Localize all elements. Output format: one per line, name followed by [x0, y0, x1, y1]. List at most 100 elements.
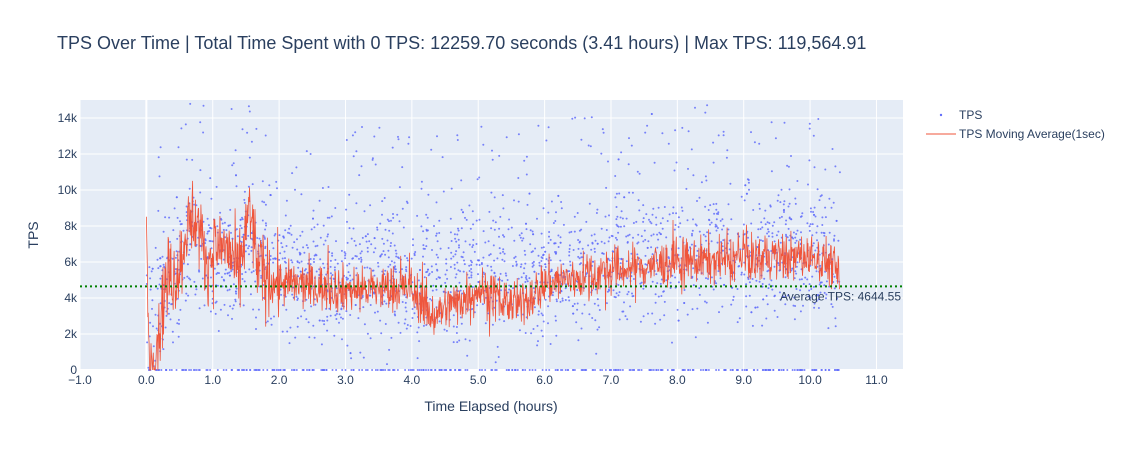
tps-point — [605, 186, 608, 189]
tps-point — [651, 280, 654, 283]
legend-label-moving-average: TPS Moving Average(1sec) — [959, 127, 1105, 141]
tps-point — [252, 270, 255, 273]
tps-point — [759, 239, 762, 242]
tps-point — [369, 204, 372, 207]
tps-point — [352, 227, 355, 230]
tps-point — [298, 261, 301, 264]
tps-point — [471, 246, 474, 248]
tps-point — [263, 201, 266, 204]
tps-point — [818, 199, 821, 202]
tps-point — [766, 221, 769, 224]
tps-point — [792, 231, 795, 234]
tps-point — [564, 369, 567, 371]
tps-point — [431, 271, 434, 273]
tps-point — [824, 369, 827, 371]
tps-point — [599, 369, 602, 371]
tps-point — [452, 255, 455, 258]
tps-point — [258, 237, 261, 240]
tps-point — [736, 321, 739, 324]
tps-point — [642, 287, 645, 290]
tps-point — [456, 341, 459, 344]
tps-point — [813, 166, 816, 169]
tps-point — [502, 248, 505, 251]
tps-point — [823, 234, 826, 237]
tps-point — [559, 300, 562, 303]
tps-point — [305, 150, 308, 153]
tps-point — [283, 369, 286, 371]
tps-point — [833, 239, 835, 242]
tps-point — [565, 283, 567, 286]
tps-point — [515, 260, 518, 263]
tps-point — [364, 235, 367, 238]
tps-point — [475, 243, 478, 245]
tps-point — [512, 287, 515, 290]
tps-point — [412, 369, 415, 371]
tps-point — [231, 307, 234, 310]
tps-point — [232, 283, 235, 286]
tps-point — [798, 369, 801, 371]
tps-point — [642, 220, 645, 223]
tps-point — [583, 117, 586, 120]
tps-point — [728, 248, 731, 251]
tps-point — [795, 233, 798, 235]
tps-point — [156, 258, 159, 261]
tps-point — [758, 142, 761, 145]
tps-point — [808, 283, 811, 286]
tps-point — [793, 277, 796, 280]
tps-point — [392, 213, 394, 215]
tps-point — [716, 241, 719, 244]
tps-point — [363, 210, 366, 213]
tps-point — [778, 216, 781, 219]
tps-point — [607, 160, 609, 163]
tps-point — [497, 278, 500, 281]
tps-point — [365, 369, 367, 371]
tps-point — [551, 294, 554, 297]
tps-point — [264, 247, 267, 250]
tps-point — [555, 300, 558, 303]
tps-point — [220, 218, 223, 221]
legend[interactable]: TPS TPS Moving Average(1sec) — [926, 108, 1105, 141]
tps-point — [808, 127, 811, 130]
tps-point — [717, 211, 720, 214]
tps-point — [533, 270, 536, 273]
legend-item-moving-average[interactable]: TPS Moving Average(1sec) — [926, 127, 1105, 141]
tps-point — [391, 232, 394, 235]
tps-point — [480, 263, 483, 266]
tps-point — [612, 289, 615, 292]
tps-point — [210, 247, 213, 250]
tps-point — [532, 264, 535, 267]
tps-point — [472, 223, 475, 226]
tps-point — [490, 269, 493, 272]
tps-point — [730, 218, 733, 221]
tps-point — [691, 276, 694, 279]
tps-point — [752, 209, 755, 211]
tps-point — [707, 369, 710, 371]
tps-point — [600, 240, 603, 243]
tps-point — [593, 302, 596, 305]
tps-point — [174, 256, 177, 259]
tps-point — [640, 235, 643, 238]
tps-point — [784, 276, 787, 279]
tps-point — [314, 245, 317, 248]
tps-point — [580, 327, 583, 330]
tps-point — [453, 233, 456, 236]
tps-point — [710, 240, 713, 243]
tick-labels: −1.0 0.0 1.0 2.0 3.0 4.0 5.0 6.0 7.0 8.0 9.0 10.0 11… — [58, 111, 888, 387]
legend-item-tps[interactable]: TPS — [939, 108, 983, 122]
tps-point — [293, 241, 296, 244]
tps-point — [329, 259, 332, 262]
tps-point — [264, 254, 267, 257]
tps-point — [631, 369, 634, 371]
tps-point — [176, 322, 179, 325]
tps-point — [534, 369, 537, 371]
tps-point — [645, 213, 648, 216]
tps-point — [788, 202, 791, 205]
tps-point — [564, 287, 567, 290]
tps-point — [455, 332, 458, 334]
tps-point — [715, 208, 718, 211]
tps-point — [508, 288, 511, 291]
tps-point — [593, 233, 596, 236]
tps-point — [381, 200, 384, 203]
tps-point — [440, 369, 443, 371]
